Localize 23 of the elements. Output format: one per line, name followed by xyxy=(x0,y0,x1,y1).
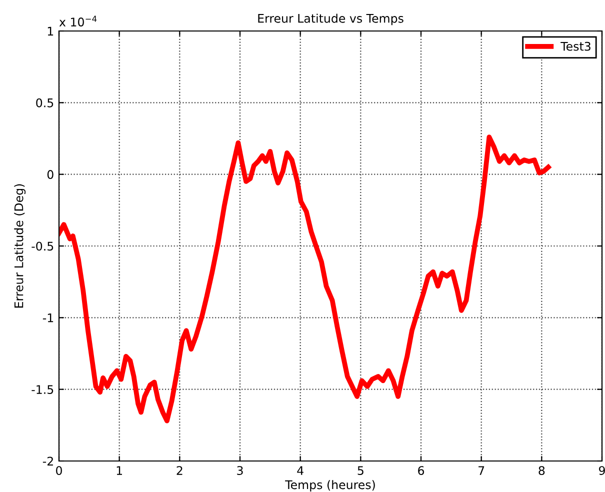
text: x 10$^{−4}$ xyxy=(59,16,97,26)
x-tick-label: 0 xyxy=(56,466,62,475)
y-tick-label: -0.5 xyxy=(32,242,54,251)
y-tick-label: -1 xyxy=(42,314,54,322)
x-tick-label: 2 xyxy=(176,466,182,475)
x-tick-label: 3 xyxy=(237,466,243,475)
y-tick-label: -2 xyxy=(42,456,53,466)
y-axis-title: Erreur Latitude (Deg) xyxy=(14,184,26,308)
x-tick-label: 7 xyxy=(478,466,484,475)
y-tick-label: 0.5 xyxy=(36,98,54,108)
legend-label: Test3 xyxy=(560,42,590,51)
line-series xyxy=(59,134,551,424)
x-tick-label: 6 xyxy=(418,466,424,475)
x-tick-label: 5 xyxy=(358,466,364,475)
x-tick-label: 4 xyxy=(297,466,304,475)
y-tick-label: -1.5 xyxy=(32,385,54,394)
y-tick-label: 1 xyxy=(48,26,54,36)
x-tick-label: 9 xyxy=(598,466,605,475)
x-axis-title: Temps (heures) xyxy=(285,480,375,492)
y-tick-label: 0 xyxy=(47,170,54,179)
x-tick-label: 8 xyxy=(538,466,545,475)
x-tick-label: 1 xyxy=(116,466,122,475)
chart-title: Erreur Latitude vs Temps xyxy=(258,14,404,26)
